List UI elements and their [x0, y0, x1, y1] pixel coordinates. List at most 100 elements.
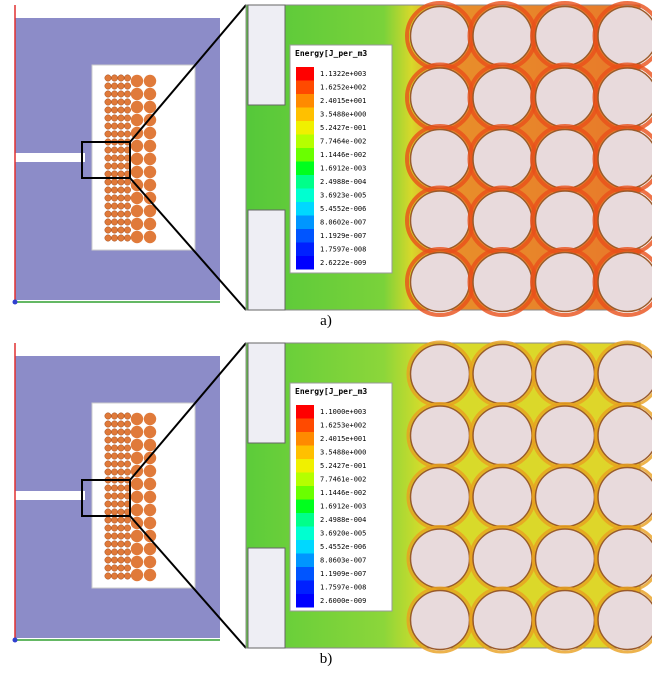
element [131, 231, 143, 243]
element [144, 179, 156, 191]
element [144, 140, 156, 152]
legend-label: 1.7597e-008 [320, 246, 366, 254]
small-element [124, 227, 130, 233]
small-element [111, 211, 117, 217]
element [131, 114, 143, 126]
element [144, 530, 156, 542]
small-element [111, 171, 117, 177]
element [411, 406, 470, 465]
color-swatch [296, 256, 314, 270]
small-element [111, 235, 117, 241]
small-element [111, 469, 117, 475]
small-element [124, 525, 130, 531]
small-element [111, 485, 117, 491]
legend-label: 1.6253e+002 [320, 422, 366, 430]
element [598, 591, 652, 650]
small-element [105, 437, 111, 443]
small-element [124, 541, 130, 547]
small-element [118, 549, 124, 555]
element [411, 529, 470, 588]
color-swatch [296, 459, 314, 473]
small-element [111, 413, 117, 419]
port-box [248, 548, 285, 648]
small-element [111, 75, 117, 81]
origin [13, 300, 18, 305]
small-element [111, 557, 117, 563]
small-element [118, 131, 124, 137]
small-element [105, 525, 111, 531]
color-swatch [296, 500, 314, 514]
element [144, 153, 156, 165]
small-element [111, 203, 117, 209]
element [131, 491, 143, 503]
small-element [105, 573, 111, 579]
element [144, 517, 156, 529]
small-element [124, 445, 130, 451]
element [536, 7, 595, 66]
element [473, 253, 532, 312]
port-box [248, 343, 285, 443]
small-element [118, 469, 124, 475]
color-swatch [296, 432, 314, 446]
color-swatch [296, 175, 314, 189]
element [598, 191, 652, 250]
legend-label: 1.1000e+003 [320, 408, 366, 416]
color-swatch [296, 540, 314, 554]
color-swatch [296, 446, 314, 460]
small-element [111, 91, 117, 97]
element [536, 345, 595, 404]
small-element [118, 565, 124, 571]
small-element [118, 509, 124, 515]
element [598, 468, 652, 527]
element [598, 253, 652, 312]
element [131, 153, 143, 165]
element [144, 478, 156, 490]
port-box [248, 5, 285, 105]
small-element [105, 501, 111, 507]
small-element [111, 227, 117, 233]
element [473, 130, 532, 189]
legend-label: 2.4988e-004 [320, 516, 366, 524]
legend-label: 2.6222e-009 [320, 259, 366, 267]
small-element [118, 541, 124, 547]
small-element [118, 171, 124, 177]
small-element [124, 413, 130, 419]
small-element [118, 227, 124, 233]
color-swatch [296, 121, 314, 135]
small-element [124, 107, 130, 113]
element [598, 345, 652, 404]
element [411, 68, 470, 127]
small-element [111, 437, 117, 443]
element [131, 75, 143, 87]
element [411, 468, 470, 527]
element [131, 478, 143, 490]
element [131, 218, 143, 230]
small-element [105, 179, 111, 185]
small-element [111, 123, 117, 129]
element [536, 591, 595, 650]
legend-label: 3.6923e-005 [320, 192, 366, 200]
element [131, 556, 143, 568]
legend-label: 7.7461e-002 [320, 476, 366, 484]
color-swatch [296, 94, 314, 108]
element [144, 218, 156, 230]
element [536, 191, 595, 250]
caption: b) [320, 651, 333, 667]
caption: a) [320, 313, 332, 329]
element [131, 543, 143, 555]
small-element [118, 219, 124, 225]
small-element [105, 155, 111, 161]
small-element [105, 171, 111, 177]
element [131, 426, 143, 438]
small-element [124, 219, 130, 225]
legend-label: 1.1446e-002 [320, 489, 366, 497]
panel: Energy[J_per_m31.1322e+0031.6252e+0022.4… [13, 3, 652, 329]
element [473, 529, 532, 588]
color-swatch [296, 243, 314, 257]
element [536, 468, 595, 527]
small-element [111, 493, 117, 499]
small-element [105, 123, 111, 129]
element [473, 345, 532, 404]
small-element [124, 453, 130, 459]
legend-label: 1.1929e-007 [320, 232, 366, 240]
